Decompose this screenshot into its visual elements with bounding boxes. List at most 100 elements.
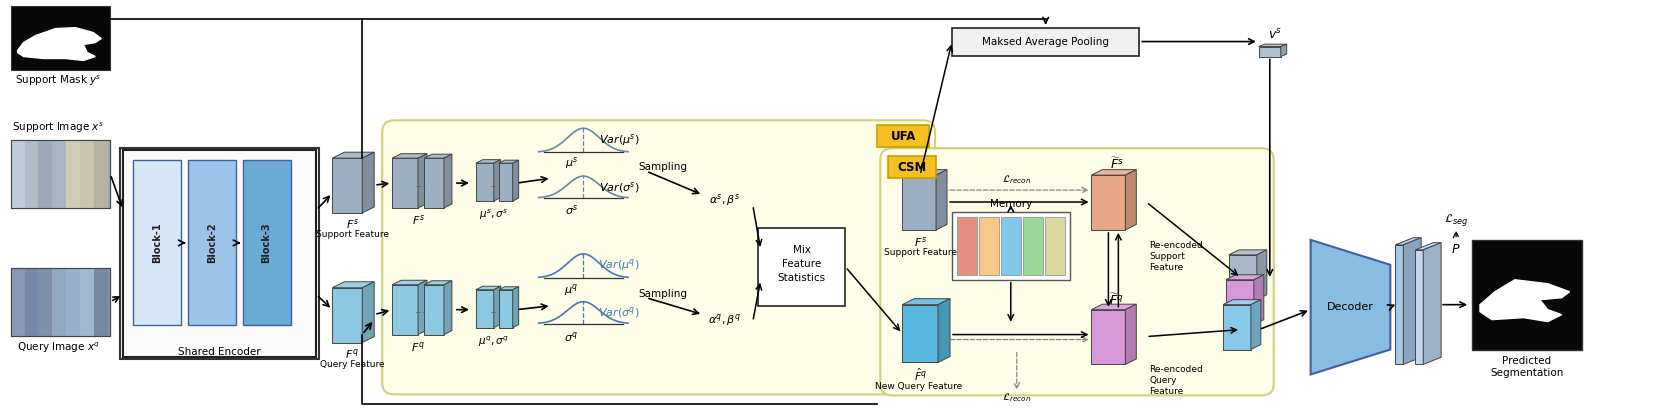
Polygon shape [498, 160, 518, 163]
Text: $\mathcal{L}_{recon}$: $\mathcal{L}_{recon}$ [1003, 174, 1031, 186]
Polygon shape [1223, 305, 1252, 349]
Text: $\mu^s,\sigma^s$: $\mu^s,\sigma^s$ [480, 208, 508, 222]
Text: Feature: Feature [782, 259, 822, 269]
Text: $\widetilde{F}^q$: $\widetilde{F}^q$ [1109, 292, 1124, 308]
Bar [38, 140, 53, 208]
Text: $\widetilde{F}^s$: $\widetilde{F}^s$ [1109, 156, 1124, 172]
Text: Sampling: Sampling [639, 289, 687, 299]
Text: $\mu^q,\sigma^q$: $\mu^q,\sigma^q$ [478, 334, 510, 349]
Polygon shape [418, 280, 427, 334]
Bar [956, 217, 976, 275]
Text: Segmentation: Segmentation [1491, 369, 1564, 378]
Polygon shape [1092, 175, 1125, 230]
Polygon shape [1092, 170, 1137, 175]
Polygon shape [423, 158, 443, 208]
Text: ...: ... [490, 303, 501, 316]
Text: $P$: $P$ [1451, 243, 1461, 256]
Bar [10, 268, 25, 336]
Text: Query: Query [1149, 376, 1177, 385]
Polygon shape [1125, 304, 1137, 364]
Polygon shape [332, 282, 374, 288]
Text: $F^s$: $F^s$ [913, 235, 926, 249]
Polygon shape [498, 163, 513, 201]
Polygon shape [493, 286, 501, 327]
Text: $Var(\mu^q)$: $Var(\mu^q)$ [599, 257, 641, 273]
Polygon shape [901, 175, 936, 230]
Polygon shape [1228, 250, 1267, 255]
Text: $\alpha^s,\beta^s$: $\alpha^s,\beta^s$ [709, 192, 740, 208]
Polygon shape [392, 158, 418, 208]
Text: $\mathcal{L}_{seg}$: $\mathcal{L}_{seg}$ [1444, 212, 1469, 228]
Bar [979, 217, 999, 275]
Bar [757, 228, 845, 306]
Text: Shared Encoder: Shared Encoder [179, 347, 261, 356]
Text: $Var(\sigma^q)$: $Var(\sigma^q)$ [599, 305, 641, 320]
Text: CSM: CSM [898, 161, 926, 173]
Polygon shape [1416, 243, 1441, 250]
Polygon shape [513, 160, 518, 201]
Polygon shape [1258, 44, 1286, 46]
Polygon shape [493, 160, 501, 201]
Bar [10, 268, 110, 336]
Bar [876, 125, 930, 147]
Text: $Var(\mu^s)$: $Var(\mu^s)$ [599, 132, 639, 148]
Text: Predicted: Predicted [1502, 356, 1552, 366]
Text: Statistics: Statistics [777, 273, 825, 283]
Text: ...: ... [490, 176, 501, 190]
Text: Support Mask $y^s$: Support Mask $y^s$ [15, 73, 101, 88]
Polygon shape [1252, 300, 1262, 349]
Polygon shape [332, 152, 374, 158]
Polygon shape [1396, 245, 1403, 364]
Bar [95, 140, 108, 208]
Text: Query Image $x^q$: Query Image $x^q$ [17, 340, 100, 355]
Polygon shape [423, 281, 452, 285]
Polygon shape [332, 158, 362, 213]
Bar [10, 140, 110, 208]
Text: $\sigma^q$: $\sigma^q$ [564, 330, 579, 344]
Text: UFA: UFA [890, 130, 916, 143]
Polygon shape [443, 154, 452, 208]
Polygon shape [332, 288, 362, 342]
Text: $\mu^q$: $\mu^q$ [564, 282, 579, 298]
Polygon shape [1092, 304, 1137, 310]
Text: $F^s$: $F^s$ [345, 217, 359, 231]
Text: $F^q$: $F^q$ [412, 339, 425, 354]
Polygon shape [443, 281, 452, 334]
Polygon shape [476, 160, 501, 163]
Text: Sampling: Sampling [639, 162, 687, 172]
Bar [38, 268, 53, 336]
Text: Block-2: Block-2 [208, 222, 217, 263]
Text: Maksed Average Pooling: Maksed Average Pooling [983, 37, 1109, 46]
Polygon shape [901, 299, 950, 305]
Text: Support Feature: Support Feature [315, 230, 388, 239]
Bar [10, 6, 110, 71]
Text: ...: ... [415, 176, 427, 190]
Polygon shape [362, 282, 374, 342]
Polygon shape [418, 154, 427, 208]
Text: Query Feature: Query Feature [320, 360, 385, 369]
Text: $\mu^s$: $\mu^s$ [564, 155, 578, 171]
FancyBboxPatch shape [880, 148, 1273, 395]
Bar [95, 268, 108, 336]
Polygon shape [423, 154, 452, 158]
Text: Support Image $x^s$: Support Image $x^s$ [12, 121, 105, 135]
Polygon shape [1253, 275, 1263, 325]
Bar [888, 156, 936, 178]
Bar [951, 212, 1069, 280]
Text: $F^s$: $F^s$ [412, 213, 425, 227]
Polygon shape [1227, 275, 1263, 280]
Bar [1023, 217, 1042, 275]
Polygon shape [1227, 280, 1253, 325]
Text: Re-encoded: Re-encoded [1149, 365, 1204, 374]
Polygon shape [513, 287, 518, 327]
Bar [242, 160, 290, 325]
Polygon shape [1423, 243, 1441, 364]
Polygon shape [392, 285, 418, 334]
Polygon shape [476, 290, 493, 327]
Polygon shape [423, 285, 443, 334]
Text: Block-1: Block-1 [153, 222, 163, 263]
Bar [53, 268, 66, 336]
Text: Mix: Mix [792, 245, 810, 255]
Polygon shape [1311, 240, 1391, 374]
Polygon shape [1481, 280, 1570, 322]
